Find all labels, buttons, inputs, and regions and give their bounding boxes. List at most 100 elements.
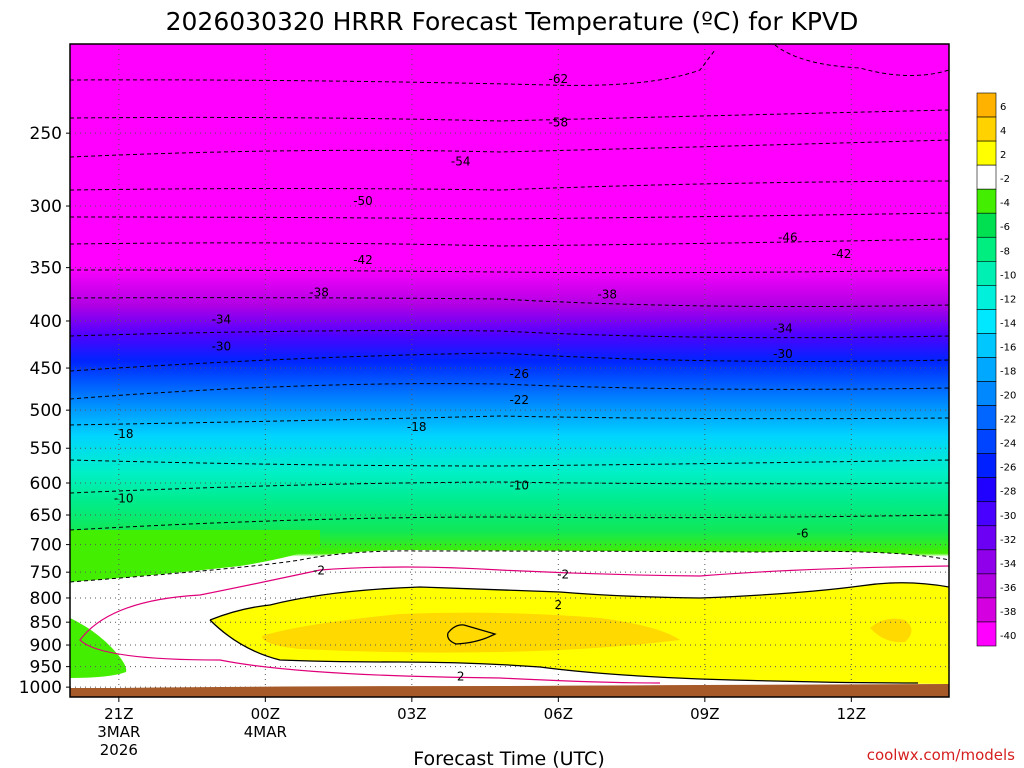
colorbar-label: -36 — [1000, 583, 1016, 594]
warm-core-right — [870, 618, 912, 643]
colorbar-label: -10 — [1000, 270, 1016, 281]
credit-text: coolwx.com/models — [867, 746, 1015, 764]
colorbar-swatch — [976, 405, 997, 430]
contour-label: -10 — [509, 478, 529, 492]
colorbar-label: -12 — [1000, 294, 1016, 305]
colorbar-swatch — [976, 549, 997, 575]
colorbar-swatch — [976, 285, 997, 310]
colorbar-swatch — [976, 333, 997, 358]
chart-title: 2026030320 HRRR Forecast Temperature (ºC… — [166, 7, 859, 36]
colorbar-swatch — [976, 477, 997, 503]
y-tick-label: 700 — [30, 536, 62, 556]
colorbar-label: -34 — [1000, 559, 1016, 570]
y-axis: 250 300 350 400 450 500 550 600 650 700 750 800 850 9… — [19, 124, 70, 698]
y-tick-label: 950 — [30, 658, 62, 678]
colorbar-label: 4 — [1000, 126, 1006, 137]
colorbar-swatch — [976, 501, 997, 527]
colorbar-swatch — [976, 621, 997, 647]
y-tick-label: 350 — [30, 259, 62, 279]
colorbar: 6 4 2 -2 -4 -6 -8 -10 -12 -14 -16 -18 -20 -22 -24 -26 -2… — [976, 92, 1016, 647]
colorbar-swatch — [976, 236, 997, 262]
colorbar-swatch — [976, 381, 997, 406]
contour-label: -50 — [353, 194, 373, 208]
zero-degree-contour — [79, 565, 949, 684]
contour-label: 2 — [457, 670, 465, 684]
colorbar-swatch — [976, 309, 997, 334]
colorbar-label: -28 — [1000, 487, 1016, 498]
contour-label: -58 — [549, 115, 569, 129]
contour-label: -30 — [212, 340, 232, 354]
colorbar-swatch — [976, 357, 997, 382]
contour-label: -18 — [407, 420, 427, 434]
contour-labels: -62-58-54-50-46-42 -42-38 -38-34-34-30-30-… — [114, 72, 852, 684]
freezing-level-contours — [209, 582, 949, 684]
y-tick-label: 550 — [30, 439, 62, 459]
colorbar-swatch — [976, 212, 997, 238]
y-tick-label: 750 — [30, 563, 62, 583]
x-tick-date: 3MAR — [97, 723, 140, 741]
colorbar-label: -8 — [1000, 246, 1010, 257]
x-axis-label: Forecast Time (UTC) — [413, 748, 604, 768]
colorbar-label: -6 — [1000, 222, 1010, 233]
contour-label: -10 — [114, 492, 134, 506]
contour-label: -42 — [832, 247, 852, 261]
colorbar-label: -40 — [1000, 631, 1016, 642]
contour-label: -22 — [509, 393, 529, 407]
contour-label: -54 — [451, 154, 471, 168]
contour-label: -26 — [509, 367, 529, 381]
colorbar-swatch — [976, 597, 997, 623]
colorbar-swatch — [976, 140, 997, 166]
colorbar-label: -16 — [1000, 342, 1016, 353]
y-tick-label: 450 — [30, 359, 62, 379]
y-tick-label: 900 — [30, 636, 62, 656]
y-tick-label: 850 — [30, 613, 62, 633]
contour-label: -30 — [773, 347, 793, 361]
colorbar-swatch — [976, 261, 997, 286]
colorbar-swatch — [976, 453, 997, 478]
x-tick-date: 4MAR — [244, 723, 287, 741]
colorbar-swatch — [976, 188, 997, 214]
y-tick-label: 1000 — [19, 678, 62, 698]
colorbar-swatch — [976, 525, 997, 551]
colorbar-label: -38 — [1000, 607, 1016, 618]
y-tick-label: 600 — [30, 474, 62, 494]
x-tick-label: 00Z — [251, 705, 280, 723]
contour-label: -6 — [797, 527, 809, 541]
x-tick-label: 21Z — [104, 705, 133, 723]
colorbar-label: -26 — [1000, 463, 1016, 474]
colorbar-swatch — [976, 429, 997, 454]
contour-label: -38 — [309, 285, 329, 299]
colorbar-swatch — [976, 116, 997, 142]
contour-label: -2 — [557, 567, 569, 581]
x-tick-label: 12Z — [837, 705, 866, 723]
plot-area — [70, 44, 949, 697]
contour-label: -42 — [353, 253, 373, 267]
contour-label: -34 — [212, 312, 232, 326]
cold-band-left — [70, 530, 320, 582]
y-tick-label: 650 — [30, 506, 62, 526]
x-tick-year: 2026 — [100, 741, 138, 759]
colorbar-label: -20 — [1000, 391, 1016, 402]
colorbar-label: -4 — [1000, 198, 1010, 209]
x-tick-label: 03Z — [397, 705, 426, 723]
colorbar-label: 6 — [1000, 102, 1006, 113]
colorbar-label: -14 — [1000, 318, 1016, 329]
contour-label: -2 — [313, 564, 325, 578]
colorbar-swatch — [976, 164, 997, 190]
colorbar-label: -22 — [1000, 415, 1016, 426]
colorbar-label: -30 — [1000, 511, 1016, 522]
y-tick-label: 500 — [30, 401, 62, 421]
y-tick-label: 300 — [30, 197, 62, 217]
plot-frame — [69, 43, 950, 698]
contour-lines — [70, 44, 949, 583]
ground-surface — [70, 684, 949, 697]
x-tick-label: 06Z — [544, 705, 573, 723]
contour-label: -34 — [773, 321, 793, 335]
colorbar-label: -32 — [1000, 535, 1016, 546]
colorbar-label: 2 — [1000, 150, 1006, 161]
y-tick-label: 400 — [30, 312, 62, 332]
colorbar-swatch — [976, 92, 997, 118]
contour-label: -18 — [114, 427, 134, 441]
